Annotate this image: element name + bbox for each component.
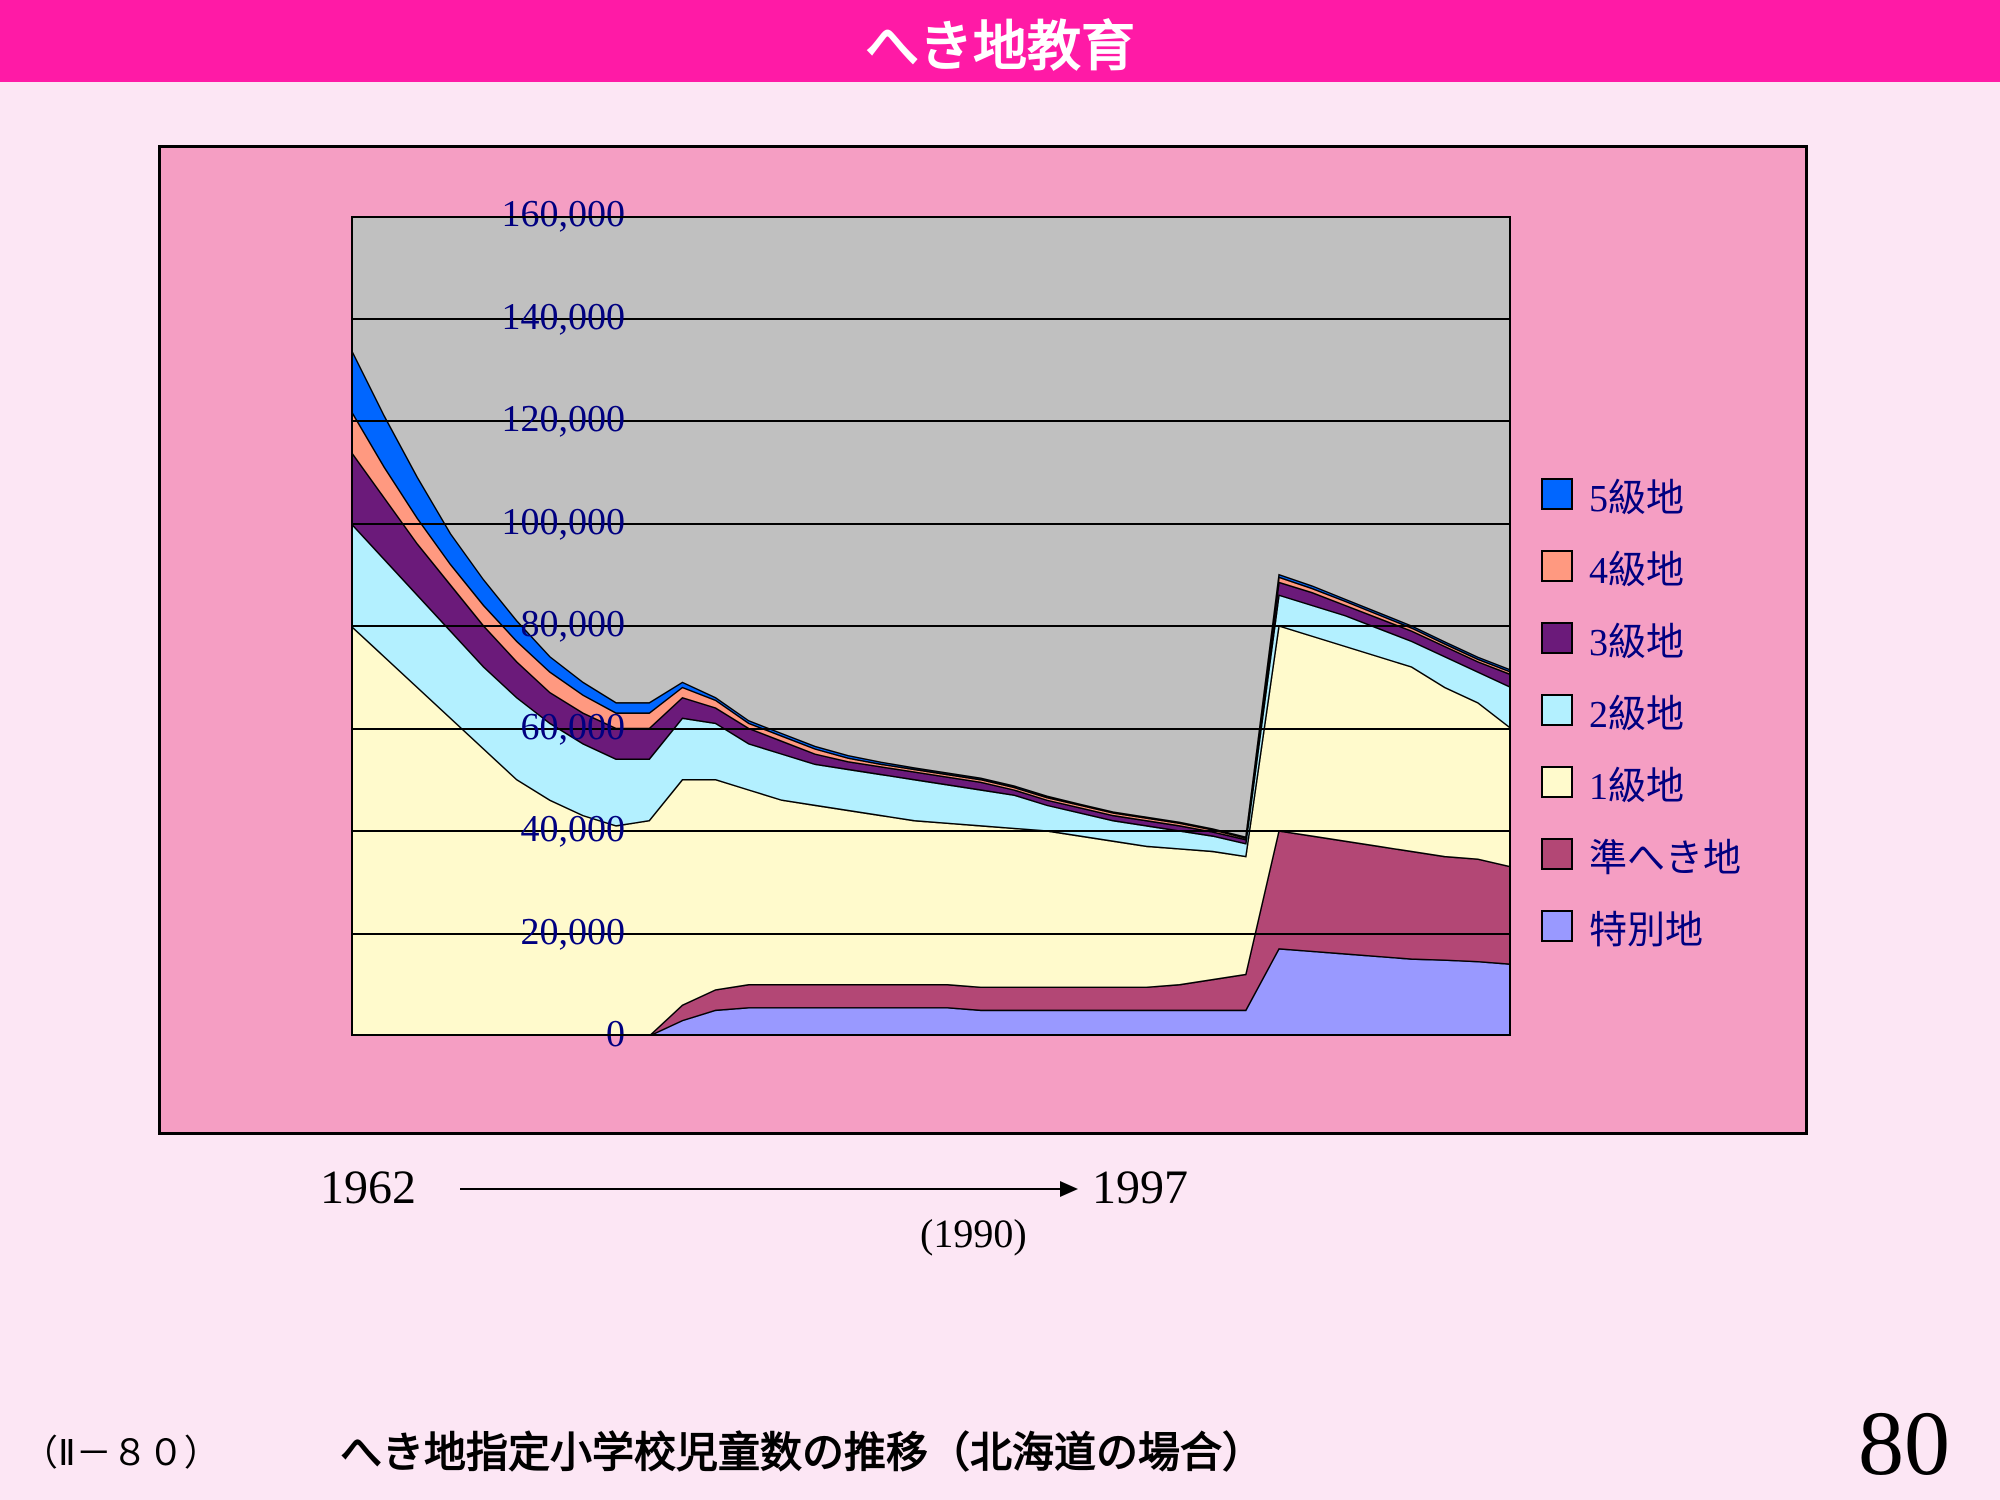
legend-label: 5級地 [1589, 467, 1684, 522]
legend-item: 2級地 [1541, 674, 1771, 746]
legend-item: 準へき地 [1541, 818, 1771, 890]
legend-item: 5級地 [1541, 458, 1771, 530]
legend-item: 3級地 [1541, 602, 1771, 674]
footer-left-code: （Ⅱ－８０） [22, 1424, 220, 1476]
y-tick-label: 140,000 [445, 295, 625, 339]
y-tick-label: 40,000 [445, 807, 625, 851]
legend-label: 1級地 [1589, 755, 1684, 810]
legend-label: 4級地 [1589, 539, 1684, 594]
legend-label: 2級地 [1589, 683, 1684, 738]
legend-item: 1級地 [1541, 746, 1771, 818]
legend-swatch [1541, 550, 1573, 582]
timeline-arrow-line [460, 1188, 1060, 1190]
legend-swatch [1541, 478, 1573, 510]
title-bar: へき地教育 [0, 0, 2000, 82]
legend: 5級地 4級地 3級地 2級地 1級地準へき地特別地 [1541, 458, 1771, 962]
legend-swatch [1541, 910, 1573, 942]
legend-swatch [1541, 766, 1573, 798]
legend-label: 特別地 [1589, 899, 1703, 954]
timeline-arrow-head [1060, 1181, 1078, 1197]
page-title: へき地教育 [865, 2, 1135, 81]
legend-swatch [1541, 622, 1573, 654]
y-tick-label: 100,000 [445, 500, 625, 544]
y-tick-label: 60,000 [445, 705, 625, 749]
y-tick-label: 80,000 [445, 602, 625, 646]
legend-label: 準へき地 [1589, 827, 1741, 882]
y-tick-label: 120,000 [445, 397, 625, 441]
y-tick-label: 160,000 [445, 192, 625, 236]
chart-frame: 5級地 4級地 3級地 2級地 1級地準へき地特別地 0 20,000 40,000 60,0… [158, 145, 1808, 1135]
x-end-year: 1997 [1092, 1160, 1188, 1215]
y-tick-label: 0 [445, 1012, 625, 1056]
legend-label: 3級地 [1589, 611, 1684, 666]
x-mid-year: (1990) [920, 1210, 1027, 1257]
legend-item: 特別地 [1541, 890, 1771, 962]
page-number: 80 [1858, 1390, 1950, 1496]
legend-item: 4級地 [1541, 530, 1771, 602]
legend-swatch [1541, 694, 1573, 726]
legend-swatch [1541, 838, 1573, 870]
x-start-year: 1962 [320, 1160, 416, 1215]
footer-caption: へき地指定小学校児童数の推移（北海道の場合） [340, 1419, 1264, 1480]
y-tick-label: 20,000 [445, 910, 625, 954]
